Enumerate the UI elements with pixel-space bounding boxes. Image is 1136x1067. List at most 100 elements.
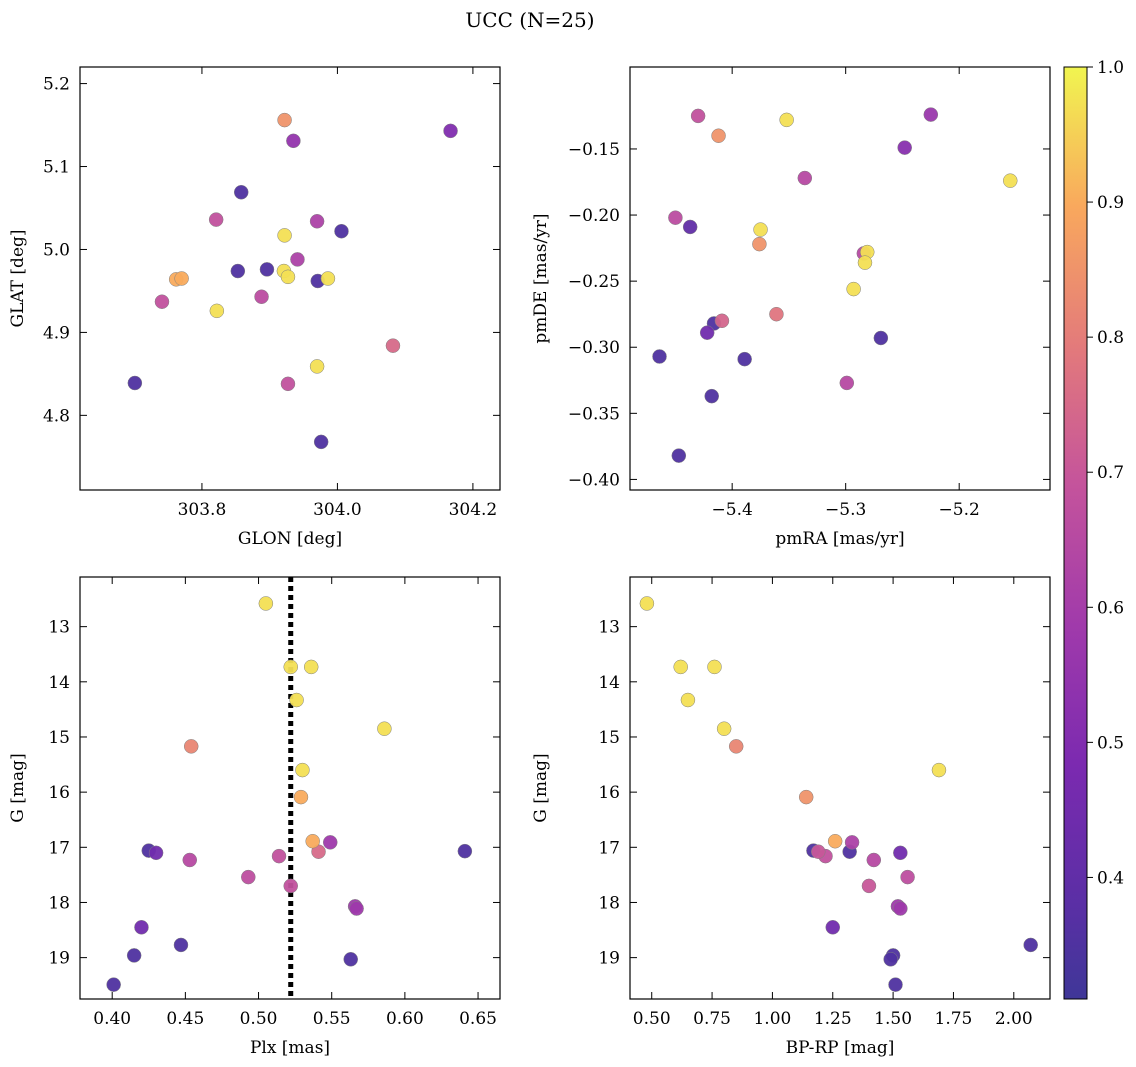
data-point — [283, 659, 298, 675]
y-tick-label: 14 — [48, 673, 70, 693]
x-axis-label: BP-RP [mag] — [786, 1038, 895, 1058]
data-point — [639, 596, 655, 611]
data-point — [888, 977, 903, 992]
y-axis-label: pmDE [mas/yr] — [531, 213, 551, 343]
data-point — [320, 271, 336, 286]
data-point — [230, 263, 246, 279]
y-tick-label: 14 — [598, 673, 620, 693]
data-point — [714, 313, 730, 329]
figure-title: UCC (N=25) — [465, 8, 594, 32]
data-point — [134, 920, 149, 935]
data-point — [277, 112, 292, 128]
data-point — [857, 255, 873, 270]
y-tick-label: −0.25 — [568, 272, 620, 292]
y-tick-label: −0.40 — [568, 470, 620, 490]
y-tick-label: 4.8 — [43, 406, 70, 426]
y-tick-label: 4.9 — [43, 323, 70, 343]
x-tick-label: 0.50 — [240, 1009, 278, 1029]
data-point — [258, 596, 274, 611]
colorbar-tick-label: 1.0 — [1097, 58, 1124, 78]
data-point — [1023, 937, 1038, 953]
x-tick-label: 303.8 — [178, 500, 227, 520]
data-point — [900, 869, 915, 885]
data-point — [280, 376, 296, 392]
data-point — [680, 692, 696, 708]
data-point — [825, 920, 841, 935]
data-point — [690, 108, 706, 124]
y-tick-label: 19 — [598, 949, 620, 969]
y-tick-label: −0.35 — [568, 404, 620, 424]
y-tick-label: 13 — [48, 618, 70, 638]
data-point — [127, 375, 143, 391]
data-point — [208, 212, 224, 227]
data-point — [779, 112, 794, 128]
colorbar-tick-label: 0.8 — [1097, 328, 1124, 348]
data-point — [309, 214, 325, 229]
x-axis-label: pmRA [mas/yr] — [775, 529, 904, 549]
data-point — [259, 262, 275, 277]
data-point — [797, 170, 813, 186]
data-point — [343, 952, 358, 967]
x-tick-label: 1.75 — [935, 1009, 973, 1029]
data-point — [322, 835, 338, 850]
data-point — [173, 937, 189, 953]
data-point — [183, 739, 199, 754]
data-point — [293, 789, 309, 805]
data-point — [893, 901, 908, 916]
data-point — [305, 833, 320, 849]
colorbar-tick-label: 0.4 — [1097, 868, 1124, 888]
data-point — [174, 271, 189, 286]
x-tick-label: 0.65 — [459, 1009, 497, 1029]
panel-g-vs-bprp: 0.50 0.75 1.00 1.25 1.50 1.75 2.00 13 14 15 16 17 18… — [531, 576, 1051, 1058]
x-tick-label: 0.55 — [313, 1009, 351, 1029]
x-tick-label: 0.45 — [166, 1009, 204, 1029]
x-tick-label: 1.25 — [814, 1009, 852, 1029]
y-tick-label: 5.1 — [43, 158, 70, 178]
x-tick-label: −5.3 — [825, 500, 866, 520]
x-tick-label: 0.75 — [693, 1009, 731, 1029]
x-tick-label: 1.00 — [753, 1009, 791, 1029]
data-point — [652, 349, 667, 364]
colorbar-tick-label: 0.6 — [1097, 598, 1124, 618]
y-tick-label: 16 — [48, 783, 70, 803]
data-point — [839, 375, 855, 391]
colorbar-tick-label: 0.7 — [1097, 463, 1124, 483]
data-point — [873, 330, 889, 346]
data-point — [923, 107, 939, 122]
data-point — [385, 338, 401, 353]
axes-frame — [629, 66, 1051, 491]
data-point — [883, 952, 898, 967]
data-point — [811, 844, 826, 859]
data-point — [668, 210, 683, 225]
y-tick-label: 15 — [598, 728, 620, 748]
data-point — [753, 222, 768, 237]
data-point — [303, 659, 319, 675]
data-point — [148, 845, 164, 861]
data-point — [289, 692, 304, 708]
data-point — [126, 948, 142, 963]
data-point — [313, 434, 329, 450]
data-point — [752, 236, 767, 252]
data-point — [295, 762, 310, 778]
data-point — [271, 848, 287, 864]
colorbar-tick-label: 0.9 — [1097, 193, 1124, 213]
y-tick-label: −0.20 — [568, 206, 620, 226]
y-tick-label: 18 — [598, 893, 620, 913]
data-point — [893, 845, 908, 861]
data-point — [711, 128, 726, 143]
data-point — [931, 762, 947, 778]
y-tick-label: −0.15 — [568, 140, 620, 160]
data-point — [106, 977, 121, 992]
data-point — [704, 388, 719, 404]
x-tick-label: −5.4 — [712, 500, 753, 520]
data-point — [309, 359, 325, 374]
data-point — [334, 223, 349, 239]
data-point — [209, 303, 225, 319]
data-point — [737, 351, 752, 367]
data-point — [682, 219, 698, 235]
x-tick-label: 304.0 — [313, 500, 362, 520]
x-tick-label: −5.2 — [939, 500, 980, 520]
y-tick-label: 5.2 — [43, 75, 70, 95]
data-point — [673, 659, 688, 675]
data-point — [707, 659, 722, 675]
